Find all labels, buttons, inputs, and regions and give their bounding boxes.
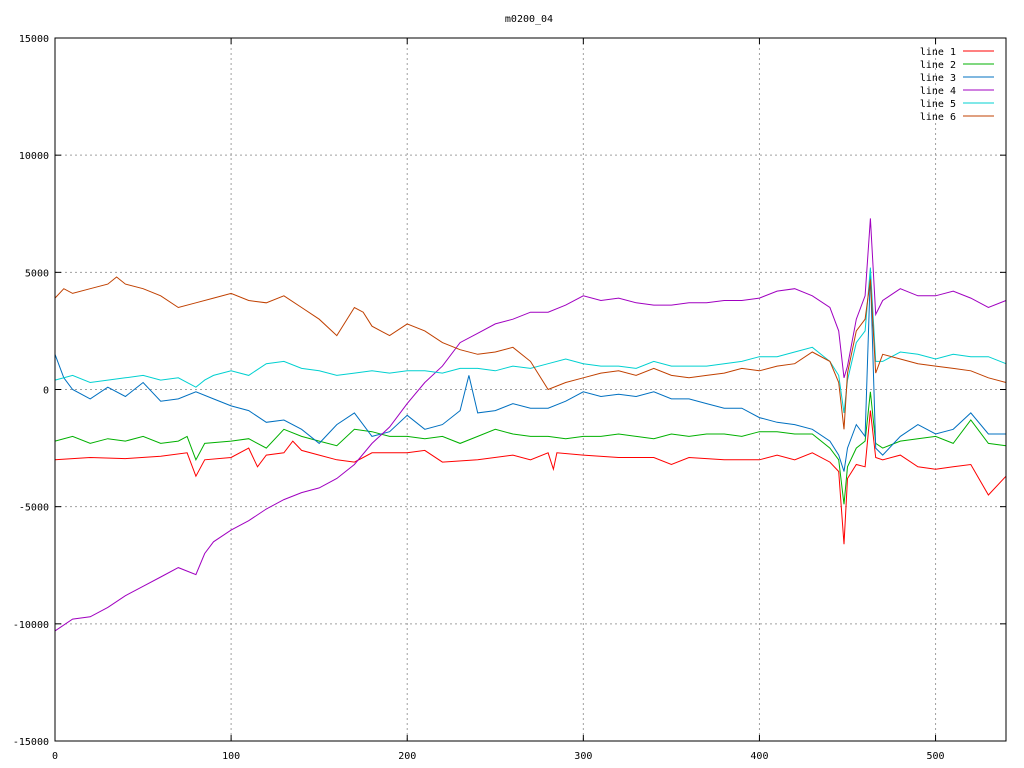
series-line-2 bbox=[54, 391, 1007, 505]
x-tick-label: 300 bbox=[574, 751, 592, 762]
plot-series bbox=[54, 218, 1007, 632]
legend-label: line 4 bbox=[920, 86, 956, 97]
chart-title: m0200_04 bbox=[505, 14, 553, 25]
legend-label: line 5 bbox=[920, 99, 956, 110]
y-tick-label: -10000 bbox=[13, 620, 49, 631]
x-tick-label: 100 bbox=[222, 751, 240, 762]
y-tick-label: 10000 bbox=[19, 151, 49, 162]
y-tick-label: 15000 bbox=[19, 34, 49, 45]
y-tick-label: -5000 bbox=[19, 503, 49, 514]
grid bbox=[55, 38, 1006, 741]
x-tick-label: 0 bbox=[52, 751, 58, 762]
x-tick-label: 200 bbox=[398, 751, 416, 762]
axis-ticks: -15000 -10000 -5000 0 5000 10000 15000 0 100 200 3… bbox=[13, 34, 1006, 762]
x-tick-label: 400 bbox=[750, 751, 768, 762]
series-line-6 bbox=[54, 276, 1007, 430]
series-line-1 bbox=[54, 410, 1007, 545]
x-tick-label: 500 bbox=[927, 751, 945, 762]
y-tick-label: 5000 bbox=[25, 268, 49, 279]
legend-label: line 3 bbox=[920, 73, 956, 84]
legend-label: line 2 bbox=[920, 60, 956, 71]
series-line-3 bbox=[54, 272, 1006, 472]
y-tick-label: -15000 bbox=[13, 737, 49, 748]
legend: line 1 line 2 line 3 line 4 line 5 line 6 bbox=[920, 47, 994, 123]
legend-label: line 1 bbox=[920, 47, 956, 58]
y-tick-label: 0 bbox=[43, 386, 49, 397]
legend-label: line 6 bbox=[920, 112, 956, 123]
series-line-4 bbox=[54, 218, 1007, 632]
series-line-5 bbox=[54, 267, 1007, 413]
